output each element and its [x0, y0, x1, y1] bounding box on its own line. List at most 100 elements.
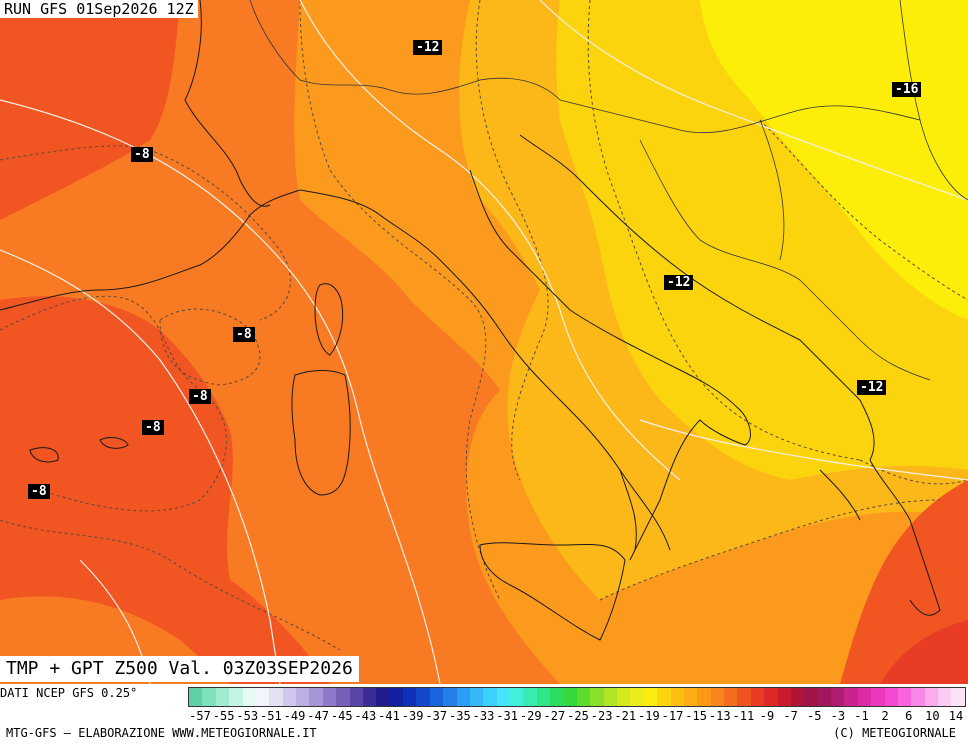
legend-swatch	[897, 688, 912, 706]
legend-tick-label: -39	[401, 709, 424, 723]
legend-tick-label: -47	[307, 709, 329, 723]
legend-swatch	[750, 688, 765, 706]
fill-yellow	[700, 0, 968, 320]
contour-label: -12	[857, 380, 887, 395]
legend-swatch	[831, 688, 845, 706]
legend-swatch	[376, 688, 390, 706]
legend-tick-label: -7	[783, 709, 798, 723]
legend-swatch	[724, 688, 738, 706]
legend-swatch	[296, 688, 310, 706]
legend-swatch	[523, 688, 537, 706]
legend-swatch	[817, 688, 831, 706]
legend-tick-label: -19	[638, 709, 660, 723]
legend-swatch	[456, 688, 470, 706]
contour-label: -8	[189, 389, 211, 404]
footer-copyright: (C) METEOGIORNALE	[833, 726, 956, 740]
borders	[249, 0, 968, 381]
legend-swatch	[255, 688, 270, 706]
contour-label: -16	[892, 82, 922, 97]
contour-label: -8	[233, 327, 255, 342]
legend-swatch	[603, 688, 617, 706]
run-label: RUN GFS 01Sep2026 12Z	[0, 0, 198, 18]
legend-swatch	[737, 688, 751, 706]
legend-tick-label: 14	[948, 709, 964, 723]
legend-tick-label: -17	[661, 709, 684, 723]
legend-swatch	[536, 688, 551, 706]
legend-swatch	[362, 688, 377, 706]
legend-tick-label: -23	[590, 709, 613, 723]
legend-tick-label: -11	[732, 709, 755, 723]
legend-tick-label: -33	[472, 709, 495, 723]
legend-tick-label: -15	[685, 709, 707, 723]
legend-colorbar	[188, 687, 966, 707]
legend-swatch	[496, 688, 510, 706]
legend-tick-label: -41	[378, 709, 400, 723]
legend-swatch	[269, 688, 283, 706]
legend-tick-label: 6	[905, 709, 913, 723]
legend-swatch	[189, 688, 203, 706]
legend-tick-label: -27	[543, 709, 566, 723]
legend-source: DATI NCEP GFS 0.25°	[0, 686, 138, 700]
legend-swatch	[443, 688, 457, 706]
contour-label: -12	[664, 275, 694, 290]
legend-tick-label: -5	[807, 709, 822, 723]
legend-swatch	[322, 688, 337, 706]
fill-red-se	[880, 620, 968, 684]
legend-swatch	[710, 688, 724, 706]
legend-swatch	[844, 688, 858, 706]
contour-label: -8	[131, 147, 153, 162]
legend-swatch	[416, 688, 430, 706]
legend-swatch	[403, 688, 417, 706]
legend-swatch	[550, 688, 564, 706]
legend-swatch	[871, 688, 885, 706]
map-title: TMP + GPT Z500 Val. 03Z03SEP2026	[0, 656, 359, 682]
legend-swatch	[617, 688, 631, 706]
legend-tick-label: -53	[236, 709, 259, 723]
legend-swatch	[777, 688, 791, 706]
footer-credit: MTG-GFS – ELABORAZIONE WWW.METEOGIORNALE…	[6, 726, 317, 740]
legend-swatch	[911, 688, 925, 706]
legend-swatch	[938, 688, 952, 706]
legend-tick-label: -1	[854, 709, 869, 723]
legend-tick-label: -9	[759, 709, 775, 723]
legend-swatch	[242, 688, 256, 706]
legend-tick-label: -3	[830, 709, 846, 723]
legend-swatch	[670, 688, 684, 706]
legend-tick-label: -31	[496, 709, 518, 723]
legend-swatch	[483, 688, 497, 706]
legend-swatch	[215, 688, 230, 706]
legend-swatch	[683, 688, 698, 706]
legend-swatch	[764, 688, 778, 706]
legend-swatch	[563, 688, 577, 706]
isotherms	[0, 0, 968, 651]
legend-swatch	[349, 688, 363, 706]
legend-tick-label: -57	[189, 709, 211, 723]
legend-swatch	[657, 688, 671, 706]
coastlines	[0, 0, 941, 641]
contour-label: -12	[413, 40, 443, 55]
legend-swatch	[804, 688, 818, 706]
contour-label: -8	[28, 484, 50, 499]
legend-tick-label: -55	[212, 709, 235, 723]
legend-swatch	[510, 688, 524, 706]
legend-tick-label: -25	[567, 709, 589, 723]
map-canvas	[0, 0, 968, 684]
legend-tick-label: 10	[925, 709, 940, 723]
legend-tick-label: -43	[354, 709, 377, 723]
legend-swatch	[429, 688, 444, 706]
legend-tick-label: -21	[614, 709, 637, 723]
legend-swatch	[469, 688, 484, 706]
legend-swatch	[790, 688, 805, 706]
legend-tick-label: -13	[708, 709, 731, 723]
legend-swatch	[590, 688, 604, 706]
legend-swatch	[951, 688, 965, 706]
legend-tick-label: -51	[260, 709, 282, 723]
contour-label: -8	[142, 420, 164, 435]
legend-tick-label: -49	[283, 709, 306, 723]
legend-swatch	[924, 688, 938, 706]
legend-tick-label: -45	[330, 709, 353, 723]
legend-swatch	[643, 688, 658, 706]
legend-tick-label: 2	[881, 709, 889, 723]
legend-swatch	[630, 688, 644, 706]
legend-swatch	[576, 688, 591, 706]
